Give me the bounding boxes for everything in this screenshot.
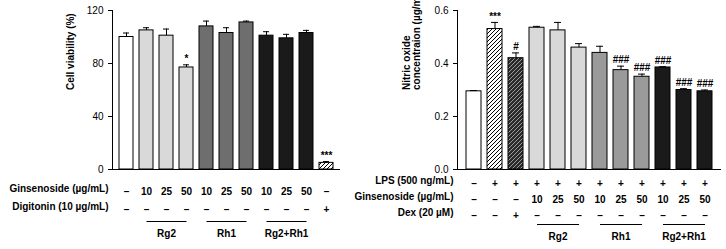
svg-text:–: –: [639, 210, 645, 221]
svg-text:10: 10: [657, 194, 669, 205]
svg-text:–: –: [284, 204, 290, 215]
svg-text:–: –: [555, 210, 561, 221]
svg-text:–: –: [534, 210, 540, 221]
svg-text:Rh1: Rh1: [612, 231, 631, 242]
svg-text:+: +: [702, 178, 708, 189]
svg-text:10: 10: [141, 186, 153, 197]
svg-text:120: 120: [87, 5, 104, 16]
svg-text:###: ###: [613, 54, 630, 65]
svg-text:–: –: [681, 210, 687, 221]
svg-text:+: +: [513, 210, 519, 221]
svg-text:–: –: [702, 210, 708, 221]
svg-text:0.2: 0.2: [435, 111, 449, 122]
svg-text:+: +: [660, 178, 666, 189]
svg-text:25: 25: [221, 186, 233, 197]
svg-text:–: –: [224, 204, 230, 215]
svg-text:###: ###: [676, 77, 693, 88]
svg-text:–: –: [471, 210, 477, 221]
svg-text:10: 10: [201, 186, 213, 197]
svg-text:10: 10: [261, 186, 273, 197]
svg-text:–: –: [144, 204, 150, 215]
svg-text:25: 25: [678, 194, 690, 205]
svg-text:+: +: [618, 178, 624, 189]
svg-text:25: 25: [552, 194, 564, 205]
svg-text:–: –: [471, 178, 477, 189]
svg-text:–: –: [124, 204, 130, 215]
svg-text:–: –: [184, 204, 190, 215]
svg-text:50: 50: [699, 194, 711, 205]
svg-text:LPS (500 ng/mL): LPS (500 ng/mL): [375, 175, 453, 186]
svg-text:80: 80: [92, 58, 104, 69]
svg-text:0.6: 0.6: [435, 5, 449, 16]
svg-text:50: 50: [301, 186, 313, 197]
svg-text:#: #: [513, 41, 519, 52]
svg-text:***: ***: [489, 11, 501, 22]
svg-text:–: –: [513, 194, 519, 205]
svg-text:50: 50: [181, 186, 193, 197]
svg-text:Nitric oxideconcentraion (µg/m: Nitric oxideconcentraion (µg/mL): [401, 0, 422, 90]
svg-text:0.4: 0.4: [435, 58, 449, 69]
svg-text:–: –: [492, 194, 498, 205]
svg-text:–: –: [471, 194, 477, 205]
svg-text:–: –: [618, 210, 624, 221]
svg-text:*: *: [185, 53, 189, 64]
svg-text:25: 25: [281, 186, 293, 197]
svg-text:+: +: [555, 178, 561, 189]
svg-text:+: +: [513, 178, 519, 189]
svg-text:Rh1: Rh1: [217, 228, 236, 239]
svg-text:###: ###: [655, 55, 672, 66]
svg-text:–: –: [597, 210, 603, 221]
svg-text:0: 0: [98, 164, 104, 175]
svg-text:+: +: [681, 178, 687, 189]
svg-text:Digitonin (10 µg/mL): Digitonin (10 µg/mL): [12, 201, 108, 212]
svg-text:–: –: [576, 210, 582, 221]
svg-text:###: ###: [634, 62, 651, 73]
svg-text:+: +: [639, 178, 645, 189]
svg-text:–: –: [660, 210, 666, 221]
svg-text:###: ###: [697, 78, 714, 89]
svg-text:Ginsenoside (µg/mL): Ginsenoside (µg/mL): [9, 183, 108, 194]
svg-text:Ginsenoside (µg/mL): Ginsenoside (µg/mL): [354, 191, 453, 202]
svg-text:+: +: [324, 204, 330, 215]
svg-text:–: –: [492, 210, 498, 221]
svg-text:50: 50: [636, 194, 648, 205]
svg-text:50: 50: [573, 194, 585, 205]
svg-text:10: 10: [594, 194, 606, 205]
svg-text:+: +: [576, 178, 582, 189]
svg-text:–: –: [124, 186, 130, 197]
svg-text:+: +: [597, 178, 603, 189]
svg-text:0.0: 0.0: [435, 164, 449, 175]
svg-text:25: 25: [615, 194, 627, 205]
svg-text:Rg2: Rg2: [549, 231, 568, 242]
svg-text:–: –: [324, 186, 330, 197]
svg-text:–: –: [304, 204, 310, 215]
svg-text:Cell viability (%): Cell viability (%): [65, 13, 76, 90]
svg-text:–: –: [244, 204, 250, 215]
svg-text:40: 40: [92, 111, 104, 122]
svg-text:25: 25: [161, 186, 173, 197]
svg-text:–: –: [264, 204, 270, 215]
svg-text:+: +: [492, 178, 498, 189]
svg-text:–: –: [204, 204, 210, 215]
svg-text:Dex (20 µM): Dex (20 µM): [398, 207, 454, 218]
svg-text:10: 10: [531, 194, 543, 205]
svg-text:–: –: [164, 204, 170, 215]
svg-text:50: 50: [241, 186, 253, 197]
svg-text:***: ***: [321, 150, 333, 161]
svg-text:Rg2: Rg2: [157, 228, 176, 239]
svg-text:Rg2+Rh1: Rg2+Rh1: [662, 231, 706, 242]
svg-text:+: +: [534, 178, 540, 189]
svg-text:Rg2+Rh1: Rg2+Rh1: [265, 228, 309, 239]
